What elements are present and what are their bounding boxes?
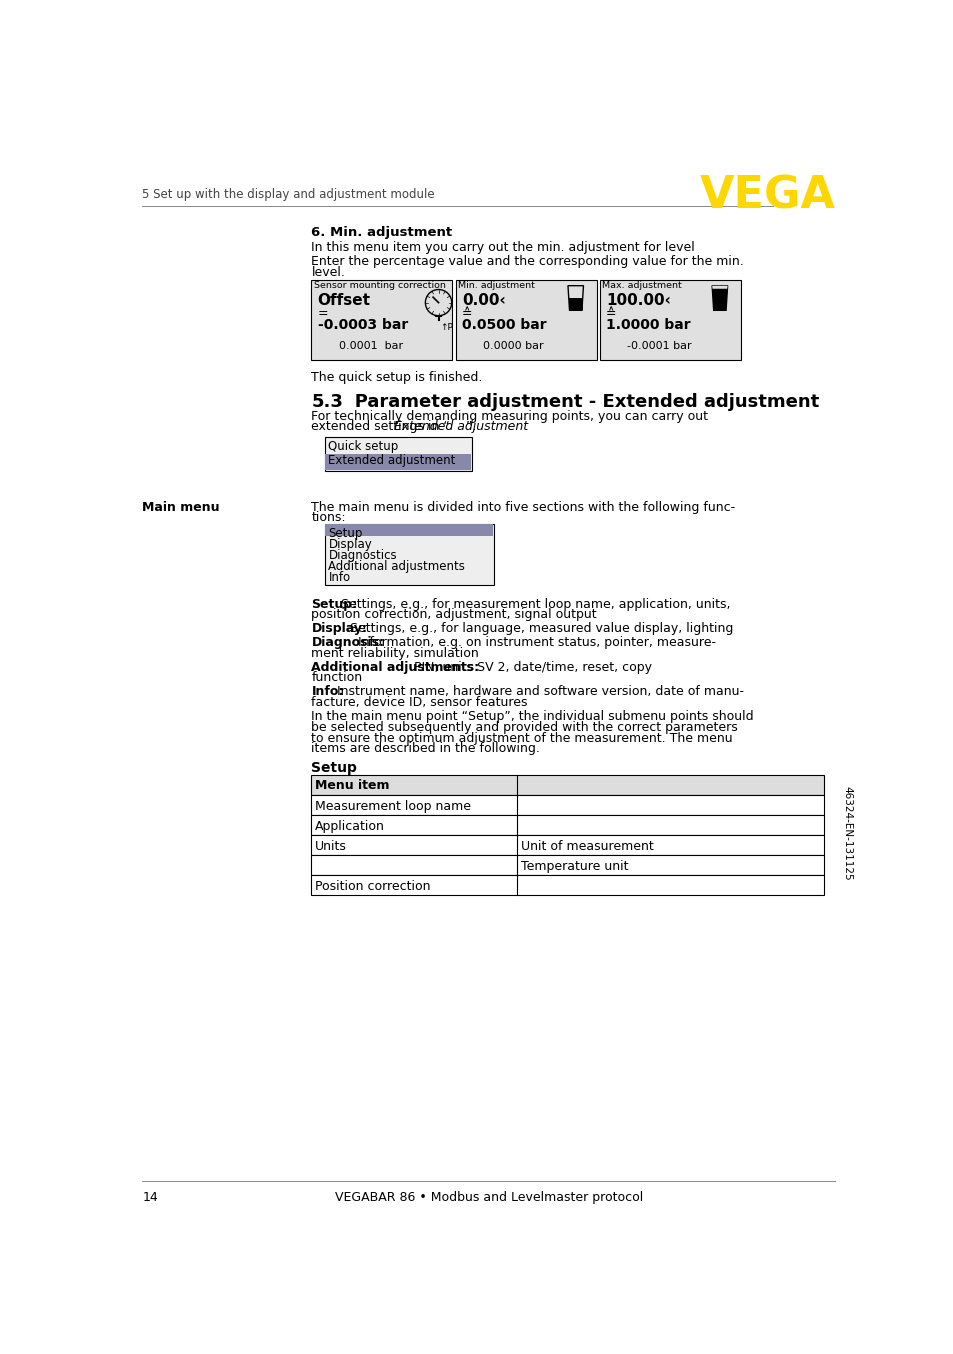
Text: The main menu is divided into five sections with the following func-: The main menu is divided into five secti…	[311, 501, 735, 513]
Text: ”.: ”.	[465, 421, 476, 433]
Text: 5.3: 5.3	[311, 393, 343, 410]
Text: 0.0000 bar: 0.0000 bar	[482, 341, 543, 351]
FancyBboxPatch shape	[311, 875, 822, 895]
Text: tions:: tions:	[311, 512, 346, 524]
Text: Main menu: Main menu	[142, 501, 220, 513]
Text: For technically demanding measuring points, you can carry out: For technically demanding measuring poin…	[311, 410, 708, 422]
FancyBboxPatch shape	[311, 854, 822, 875]
Polygon shape	[711, 286, 727, 288]
Text: Setup: Setup	[328, 527, 362, 540]
Text: facture, device ID, sensor features: facture, device ID, sensor features	[311, 696, 527, 709]
Text: Parameter adjustment - Extended adjustment: Parameter adjustment - Extended adjustme…	[335, 393, 819, 410]
Text: VEGA: VEGA	[699, 175, 835, 217]
Text: -0.0003 bar: -0.0003 bar	[317, 318, 408, 332]
Text: -0.0001 bar: -0.0001 bar	[626, 341, 691, 351]
Text: Sensor mounting correction: Sensor mounting correction	[314, 282, 445, 290]
Polygon shape	[568, 298, 582, 310]
Text: Diagnosis:: Diagnosis:	[311, 636, 384, 649]
Text: Max. adjustment: Max. adjustment	[601, 282, 681, 290]
Text: Temperature unit: Temperature unit	[520, 860, 627, 873]
Text: 5 Set up with the display and adjustment module: 5 Set up with the display and adjustment…	[142, 188, 435, 202]
Text: 14: 14	[142, 1192, 158, 1204]
Text: Instrument name, hardware and software version, date of manu-: Instrument name, hardware and software v…	[333, 685, 743, 699]
Text: Additional adjustments:: Additional adjustments:	[311, 661, 479, 674]
Text: Extended adjustment: Extended adjustment	[394, 421, 528, 433]
Text: Enter the percentage value and the corresponding value for the min.: Enter the percentage value and the corre…	[311, 255, 743, 268]
Text: to ensure the optimum adjustment of the measurement. The menu: to ensure the optimum adjustment of the …	[311, 731, 732, 745]
Text: 1.0000 bar: 1.0000 bar	[605, 318, 690, 332]
FancyBboxPatch shape	[311, 834, 822, 854]
Text: ≙: ≙	[605, 307, 616, 321]
Text: Min. adjustment: Min. adjustment	[457, 282, 535, 290]
FancyBboxPatch shape	[311, 795, 822, 815]
Text: Info: Info	[328, 571, 351, 585]
Text: PIN, units SV 2, date/time, reset, copy: PIN, units SV 2, date/time, reset, copy	[410, 661, 652, 674]
Text: Menu item: Menu item	[315, 780, 390, 792]
FancyBboxPatch shape	[311, 815, 822, 834]
Text: extended settings in “: extended settings in “	[311, 421, 450, 433]
Text: ≙: ≙	[461, 307, 472, 321]
FancyBboxPatch shape	[324, 437, 472, 471]
Text: 6. Min. adjustment: 6. Min. adjustment	[311, 226, 452, 238]
Text: Quick setup: Quick setup	[328, 440, 398, 454]
Text: Settings, e.g., for measurement loop name, application, units,: Settings, e.g., for measurement loop nam…	[337, 597, 730, 611]
Text: 100.00‹: 100.00‹	[605, 294, 670, 309]
FancyBboxPatch shape	[311, 279, 452, 360]
Text: level.: level.	[311, 265, 345, 279]
Text: Information, e.g. on instrument status, pointer, measure-: Information, e.g. on instrument status, …	[355, 636, 716, 649]
Text: be selected subsequently and provided with the correct parameters: be selected subsequently and provided wi…	[311, 720, 738, 734]
Text: ↑P: ↑P	[439, 322, 453, 332]
Text: Offset: Offset	[317, 294, 371, 309]
FancyBboxPatch shape	[325, 524, 493, 536]
Text: Units: Units	[315, 839, 347, 853]
FancyBboxPatch shape	[456, 279, 596, 360]
Text: VEGABAR 86 • Modbus and Levelmaster protocol: VEGABAR 86 • Modbus and Levelmaster prot…	[335, 1192, 642, 1204]
Text: position correction, adjustment, signal output: position correction, adjustment, signal …	[311, 608, 597, 621]
Text: items are described in the following.: items are described in the following.	[311, 742, 539, 756]
Text: function: function	[311, 672, 362, 685]
Text: 46324-EN-131125: 46324-EN-131125	[841, 785, 852, 880]
Text: The quick setup is finished.: The quick setup is finished.	[311, 371, 482, 385]
Text: Position correction: Position correction	[315, 880, 431, 894]
Text: Unit of measurement: Unit of measurement	[520, 839, 653, 853]
Text: Additional adjustments: Additional adjustments	[328, 561, 465, 573]
Text: In this menu item you carry out the min. adjustment for level: In this menu item you carry out the min.…	[311, 241, 695, 255]
Text: =: =	[317, 307, 328, 321]
Text: Display:: Display:	[311, 623, 367, 635]
Text: Display: Display	[328, 538, 372, 551]
Text: 0.00‹: 0.00‹	[461, 294, 505, 309]
Text: Diagnostics: Diagnostics	[328, 548, 396, 562]
FancyBboxPatch shape	[311, 774, 822, 795]
Text: 0.0500 bar: 0.0500 bar	[461, 318, 546, 332]
FancyBboxPatch shape	[324, 524, 493, 585]
Text: Setup: Setup	[311, 761, 357, 774]
Polygon shape	[711, 286, 727, 310]
Text: 0.0001  bar: 0.0001 bar	[338, 341, 402, 351]
FancyBboxPatch shape	[325, 455, 471, 470]
Text: Extended adjustment: Extended adjustment	[328, 455, 456, 467]
Text: In the main menu point “Setup”, the individual submenu points should: In the main menu point “Setup”, the indi…	[311, 709, 753, 723]
Text: Setup:: Setup:	[311, 597, 357, 611]
Text: Application: Application	[315, 821, 385, 833]
FancyBboxPatch shape	[599, 279, 740, 360]
Text: ment reliability, simulation: ment reliability, simulation	[311, 647, 478, 659]
Text: Settings, e.g., for language, measured value display, lighting: Settings, e.g., for language, measured v…	[346, 623, 733, 635]
Text: Info:: Info:	[311, 685, 343, 699]
Text: Measurement loop name: Measurement loop name	[315, 800, 471, 812]
